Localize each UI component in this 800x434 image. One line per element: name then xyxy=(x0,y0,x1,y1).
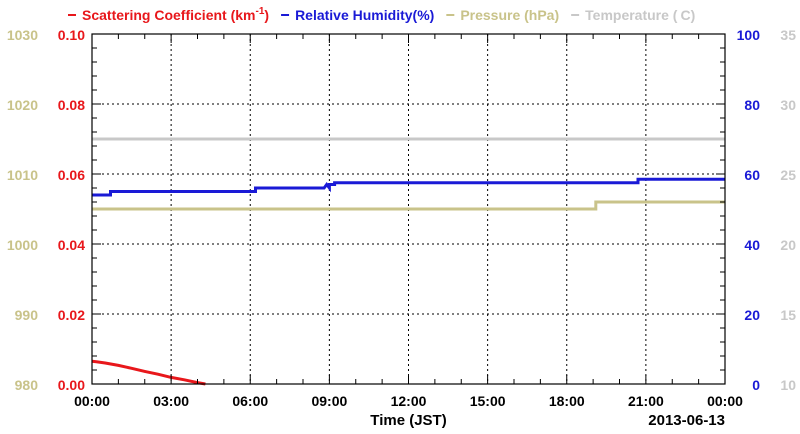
series-line-pressure xyxy=(92,200,725,211)
legend: Scattering Coefficient (km-1) Relative Hu… xyxy=(68,6,695,23)
scattering-tick-label: 0.08 xyxy=(58,97,85,113)
date-label: 2013-06-13 xyxy=(648,412,725,429)
pressure-tick-label: 1000 xyxy=(7,237,38,253)
humidity-tick-label: 100 xyxy=(737,27,761,43)
temperature-tick-label: 10 xyxy=(780,377,796,393)
pressure-tick-label: 1030 xyxy=(7,27,38,43)
legend-pressure-label: Pressure (hPa) xyxy=(460,7,559,23)
legend-scattering-label: Scattering Coefficient (km-1) xyxy=(82,6,269,23)
temperature-tick-label: 20 xyxy=(780,237,796,253)
pressure-tick-label: 1020 xyxy=(7,97,38,113)
temperature-tick-label: 25 xyxy=(780,167,796,183)
x-tick-label: 00:00 xyxy=(74,393,110,409)
x-tick-label: 03:00 xyxy=(153,393,189,409)
x-tick-label: 18:00 xyxy=(549,393,585,409)
humidity-tick-label: 60 xyxy=(744,167,760,183)
x-tick-label: 21:00 xyxy=(628,393,664,409)
temperature-tick-label: 35 xyxy=(780,27,796,43)
temperature-tick-label: 30 xyxy=(780,97,796,113)
scattering-tick-label: 0.06 xyxy=(58,167,85,183)
x-axis-title: Time (JST) xyxy=(370,412,446,429)
series-line-humidity xyxy=(92,177,725,197)
scattering-tick-label: 0.02 xyxy=(58,307,85,323)
axis-ticks xyxy=(91,33,726,385)
x-tick-label: 06:00 xyxy=(232,393,268,409)
series-line-scattering xyxy=(91,359,206,386)
scattering-tick-label: 0.10 xyxy=(58,27,85,43)
temperature-tick-label: 15 xyxy=(780,307,796,323)
x-tick-label: 12:00 xyxy=(391,393,427,409)
humidity-tick-label: 40 xyxy=(744,237,760,253)
scattering-tick-label: 0.04 xyxy=(58,237,85,253)
x-tick-label: 00:00 xyxy=(707,393,743,409)
humidity-tick-label: 20 xyxy=(744,307,760,323)
scattering-tick-label: 0.00 xyxy=(58,377,85,393)
humidity-tick-label: 0 xyxy=(752,377,760,393)
legend-humidity-label: Relative Humidity(%) xyxy=(295,7,434,23)
legend-temperature-label: Temperature (C) xyxy=(585,7,695,23)
x-tick-label: 09:00 xyxy=(311,393,347,409)
series-lines xyxy=(91,137,725,386)
x-tick-label: 15:00 xyxy=(470,393,506,409)
axis-labels: 10301020101010009909800.100.080.060.040.… xyxy=(7,27,796,409)
pressure-tick-label: 1010 xyxy=(7,167,38,183)
pressure-tick-label: 980 xyxy=(15,377,39,393)
pressure-tick-label: 990 xyxy=(15,307,39,323)
humidity-tick-label: 80 xyxy=(744,97,760,113)
